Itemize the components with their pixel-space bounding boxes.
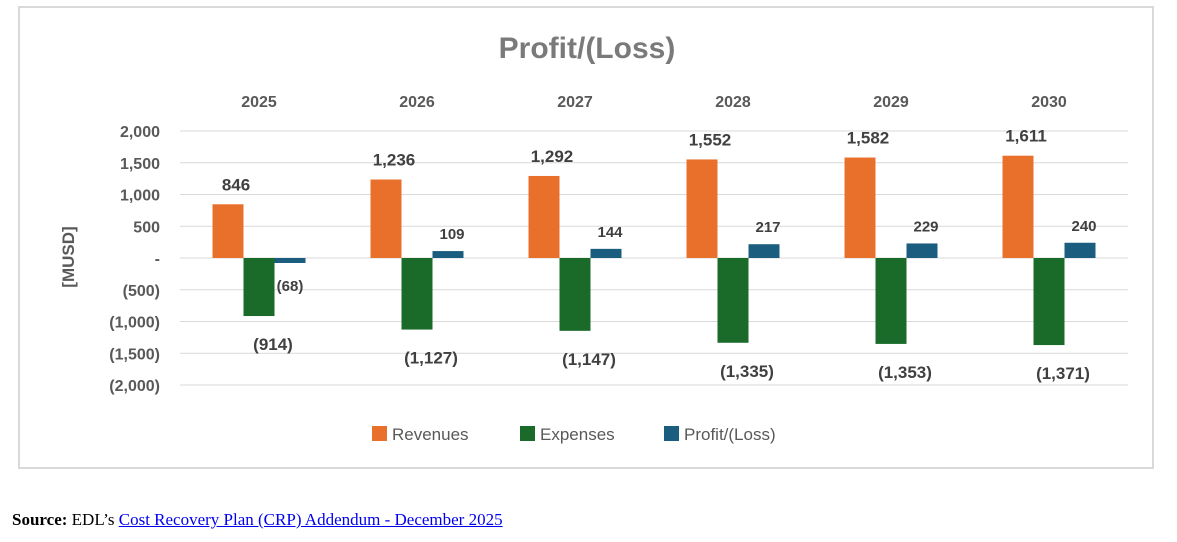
- y-tick-label: (2,000): [109, 378, 160, 395]
- data-label: 1,292: [531, 147, 574, 166]
- category-label: 2029: [873, 94, 909, 111]
- legend-swatch: [372, 426, 387, 441]
- bar-revenues: [370, 179, 402, 258]
- data-label: 217: [755, 219, 780, 236]
- source-text: EDL’s: [67, 510, 119, 529]
- bar-revenues: [1002, 155, 1034, 258]
- bar-expenses: [875, 258, 907, 344]
- bar-profit-loss: [432, 251, 464, 258]
- data-label: 144: [597, 224, 623, 241]
- bar-revenues: [844, 157, 876, 258]
- bar-expenses: [1033, 258, 1065, 346]
- y-tick-label: 500: [133, 219, 160, 236]
- bar-profit-loss: [590, 248, 622, 258]
- legend-label: Profit/(Loss): [684, 425, 776, 444]
- data-label: (914): [253, 335, 293, 354]
- bar-profit-loss: [274, 258, 306, 263]
- y-tick-label: 1,500: [120, 156, 160, 173]
- data-label: (1,147): [562, 350, 616, 369]
- bar-revenues: [528, 175, 560, 258]
- data-label: (1,353): [878, 363, 932, 382]
- data-label: (68): [277, 278, 304, 295]
- chart-title: Profit/(Loss): [499, 32, 676, 65]
- category-label: 2026: [399, 94, 435, 111]
- profit-loss-chart: Profit/(Loss) [MUSD] 2,000 1,500 1,000 500 -…: [59, 32, 1128, 444]
- bar-expenses: [401, 258, 433, 330]
- bar-profit-loss: [1064, 242, 1096, 258]
- data-label: 109: [439, 226, 464, 243]
- legend-label: Expenses: [540, 425, 615, 444]
- data-label: (1,127): [404, 349, 458, 368]
- y-tick-label: 1,000: [120, 188, 160, 205]
- data-label: 846: [222, 175, 250, 194]
- data-label: 240: [1071, 218, 1096, 235]
- bar-expenses: [717, 258, 749, 343]
- chart-frame: [18, 6, 1154, 469]
- bar-expenses: [559, 258, 591, 331]
- bar-expenses: [243, 258, 275, 317]
- data-label: 1,236: [373, 151, 416, 170]
- legend-swatch: [520, 426, 535, 441]
- y-tick-label: (500): [123, 283, 160, 300]
- category-label: 2030: [1031, 94, 1067, 111]
- source-label: Source:: [12, 510, 68, 529]
- data-label: 1,582: [847, 129, 890, 148]
- category-label: 2028: [715, 94, 751, 111]
- y-tick-label: (1,500): [109, 346, 160, 363]
- data-label: (1,371): [1036, 364, 1090, 383]
- bar-profit-loss: [906, 243, 938, 258]
- bar-revenues: [686, 159, 718, 258]
- data-label: 229: [913, 218, 938, 235]
- y-tick-label: (1,000): [109, 315, 160, 332]
- bar-profit-loss: [748, 244, 780, 258]
- category-label: 2027: [557, 94, 593, 111]
- y-axis-label: [MUSD]: [59, 226, 78, 287]
- legend-swatch: [664, 426, 679, 441]
- bar-revenues: [212, 204, 244, 258]
- legend-label: Revenues: [392, 425, 469, 444]
- data-label: (1,335): [720, 362, 774, 381]
- y-tick-label: -: [155, 251, 160, 268]
- data-label: 1,611: [1005, 127, 1047, 146]
- source-note: Source: EDL’s Cost Recovery Plan (CRP) A…: [12, 510, 503, 530]
- category-label: 2025: [241, 94, 277, 111]
- source-link[interactable]: Cost Recovery Plan (CRP) Addendum - Dece…: [118, 510, 503, 529]
- y-tick-label: 2,000: [120, 124, 160, 141]
- data-label: 1,552: [689, 130, 732, 149]
